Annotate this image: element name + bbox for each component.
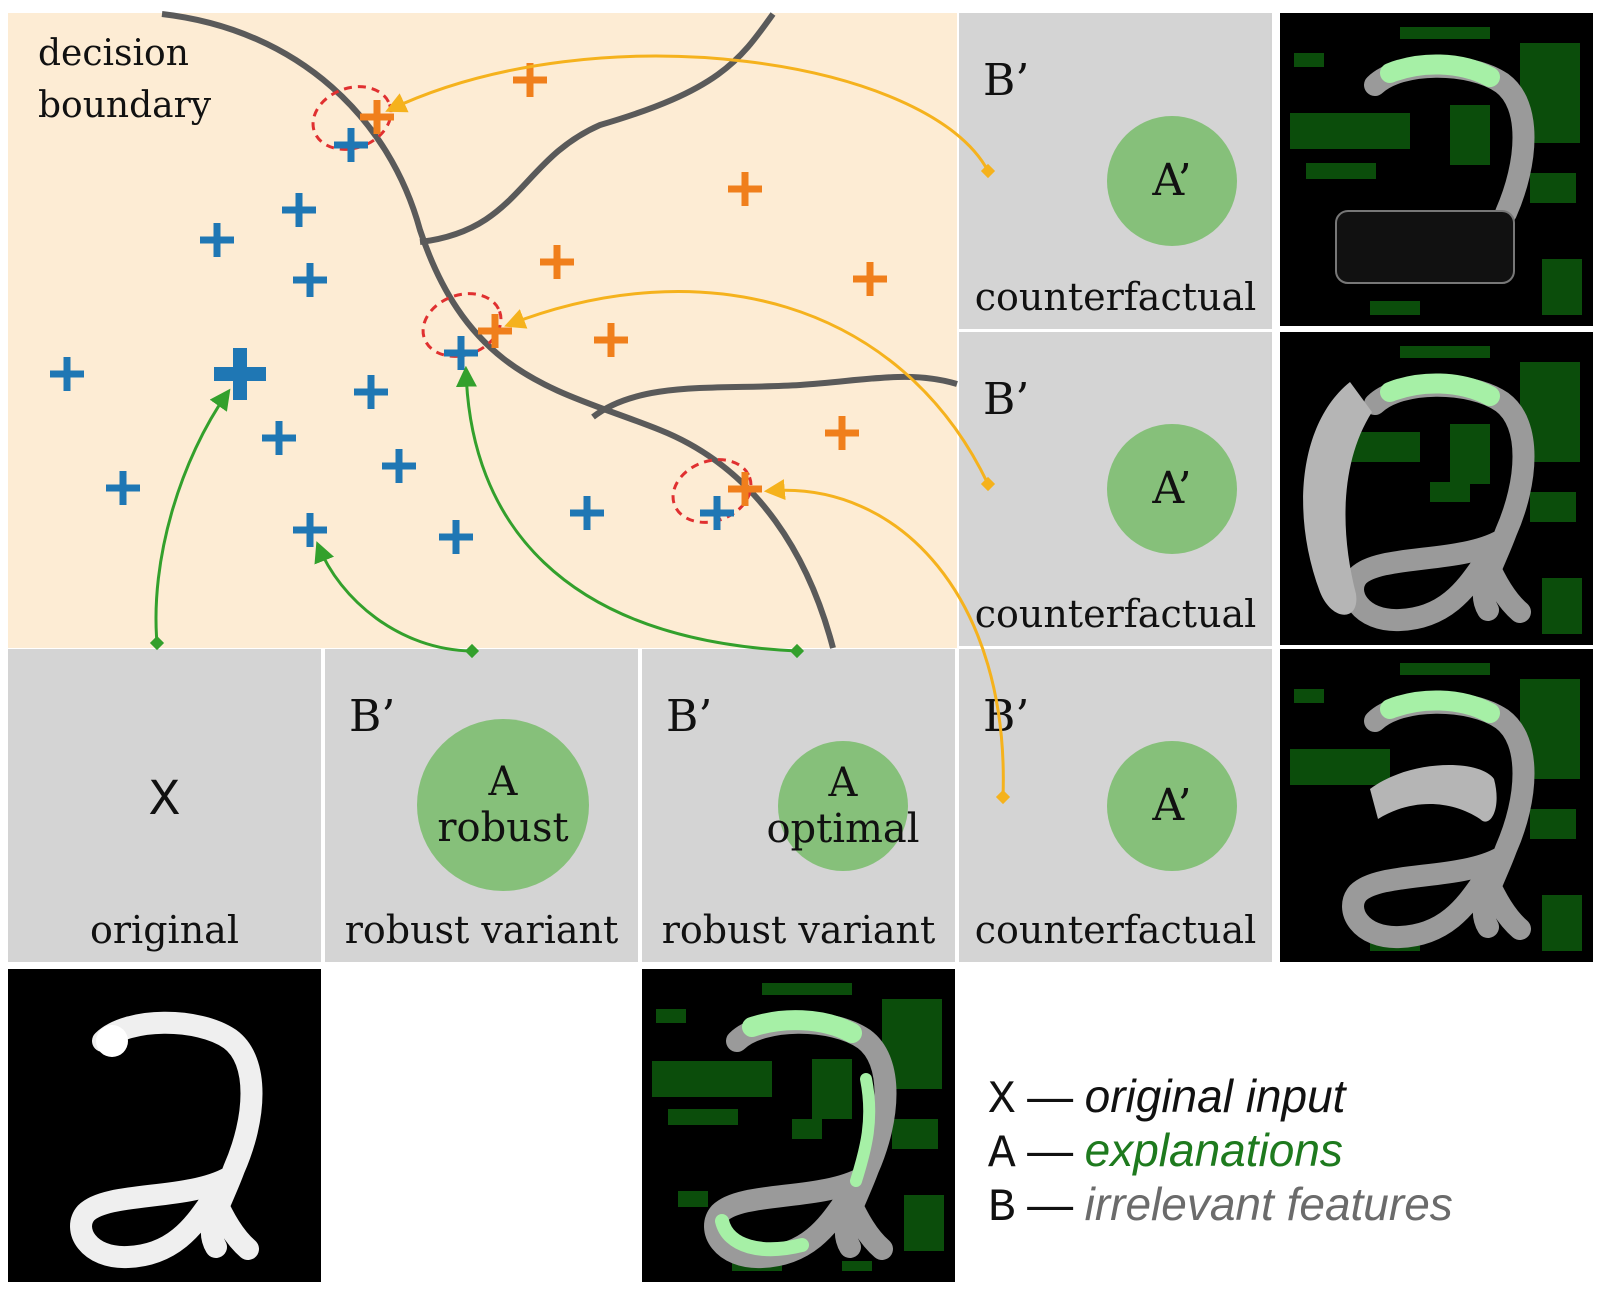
counterfactual-2-circle: A’ (1107, 424, 1237, 554)
counterfactual-3-svg (1290, 663, 1582, 951)
explanation-noise (652, 983, 944, 1271)
robust-circle-line1: A (488, 759, 518, 805)
original-symbol: X (148, 771, 181, 830)
optimal-b-label: B’ (666, 691, 713, 742)
optimal-explanation-circle: A optimal (766, 741, 920, 871)
counterfactual-3-circle-label: A’ (1152, 779, 1192, 831)
counterfactual-1-svg (1290, 27, 1582, 315)
panel-robust-variant: B’ A robust robust variant (325, 649, 638, 962)
digit-original-image (8, 969, 321, 1282)
original-caption: original (90, 908, 239, 952)
counterfactual-2-svg (1303, 346, 1582, 634)
counterfactual-2-b-label: B’ (983, 374, 1030, 425)
counterfactual-1-image (1280, 13, 1593, 326)
legend-row-b: B — irrelevant features (988, 1177, 1453, 1234)
legend-a-desc: explanations (1084, 1124, 1343, 1176)
legend-x-dash: — (1027, 1070, 1074, 1122)
decision-boundary-label: decision boundary (38, 28, 211, 132)
digit-explanation-svg (652, 983, 944, 1271)
robust-caption: robust variant (344, 908, 619, 952)
robust-circle-line2: robust (437, 805, 569, 851)
counterfactual-2-circle-label: A’ (1152, 462, 1192, 514)
panel-counterfactual-1: B’ A’ counterfactual (959, 13, 1272, 329)
optimal-circle-line2: optimal (766, 806, 920, 852)
boundary-label-line1: decision (38, 33, 189, 74)
panel-counterfactual-2: B’ A’ counterfactual (959, 332, 1272, 646)
legend-a-dash: — (1027, 1124, 1074, 1176)
counterfactual-3-image (1280, 649, 1593, 962)
digit-original-svg (70, 1011, 263, 1269)
counterfactual-2-caption: counterfactual (974, 592, 1257, 636)
legend-b-dash: — (1027, 1178, 1074, 1230)
legend-x-key: X (988, 1074, 1016, 1126)
counterfactual-3-circle: A’ (1107, 741, 1237, 871)
counterfactual-1-b-label: B’ (983, 55, 1030, 106)
panel-counterfactual-3: B’ A’ counterfactual (959, 649, 1272, 962)
legend-x-desc: original input (1084, 1070, 1346, 1122)
counterfactual-3-b-label: B’ (983, 691, 1030, 742)
counterfactual-1-circle-label: A’ (1152, 154, 1192, 206)
counterfactual-1-caption: counterfactual (974, 275, 1257, 319)
legend-a-key: A (988, 1128, 1016, 1180)
optimal-circle-line1: A (828, 760, 858, 806)
digit-explanation-image (642, 969, 955, 1282)
cf2-noise (1340, 346, 1582, 634)
cf1-noise (1290, 27, 1582, 315)
optimal-caption: robust variant (661, 908, 936, 952)
legend-row-a: A — explanations (988, 1123, 1343, 1180)
boundary-label-line2: boundary (38, 85, 212, 126)
robust-b-label: B’ (349, 691, 396, 742)
counterfactual-2-image (1280, 332, 1593, 645)
counterfactual-3-caption: counterfactual (974, 908, 1257, 952)
robust-explanation-circle: A robust (417, 719, 589, 891)
legend-b-key: B (988, 1182, 1016, 1234)
counterfactual-1-circle: A’ (1107, 116, 1237, 246)
panel-original: X original (8, 649, 321, 962)
panel-optimal-variant: B’ A optimal robust variant (642, 649, 955, 962)
legend-b-desc: irrelevant features (1084, 1178, 1453, 1230)
legend-row-x: X — original input (988, 1069, 1345, 1126)
